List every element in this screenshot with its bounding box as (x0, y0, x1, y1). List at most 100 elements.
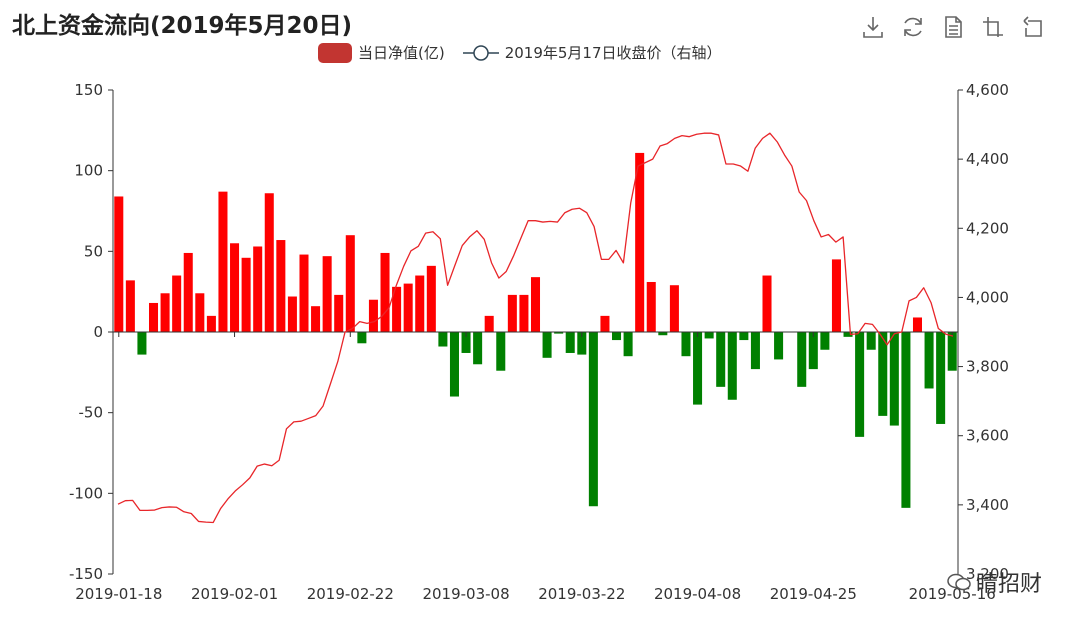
wechat-icon (947, 573, 971, 591)
legend-bar-swatch (318, 42, 352, 63)
bar (264, 193, 274, 332)
right-y-tick-label: 4,200 (966, 219, 1009, 237)
bar (936, 332, 946, 424)
bar (438, 332, 448, 347)
bar (392, 286, 402, 332)
bar (334, 294, 344, 332)
legend-line-swatch (462, 44, 499, 61)
bar (901, 332, 911, 508)
bar (530, 277, 541, 332)
x-tick-label: 2019-02-01 (191, 585, 278, 603)
bar (750, 332, 760, 370)
bar (669, 285, 679, 332)
bar (797, 332, 807, 387)
bar (843, 332, 853, 337)
right-y-tick-label: 3,400 (966, 496, 1009, 514)
x-tick-label: 2019-03-08 (422, 585, 509, 603)
right-y-tick-label: 4,600 (966, 81, 1009, 99)
bar (149, 302, 159, 332)
bar (855, 332, 865, 437)
bar (600, 315, 610, 332)
right-y-tick-label: 3,800 (966, 358, 1009, 376)
bar (461, 332, 471, 353)
restore-icon[interactable] (1020, 14, 1046, 40)
bar (924, 332, 934, 389)
x-tick-label: 2019-04-08 (654, 585, 741, 603)
bar (507, 294, 517, 332)
bar (403, 283, 413, 332)
bar (195, 293, 205, 332)
bar (311, 306, 321, 332)
x-tick-label: 2019-02-22 (307, 585, 394, 603)
bar (612, 332, 622, 341)
bar (774, 332, 784, 360)
bar (496, 332, 506, 371)
bar (253, 246, 263, 332)
right-y-tick-label: 4,400 (966, 150, 1009, 168)
bar (415, 275, 425, 332)
bar (426, 265, 436, 332)
bar (554, 332, 564, 334)
bar (345, 235, 355, 332)
x-tick-label: 2019-03-22 (538, 585, 625, 603)
bar (241, 257, 251, 332)
bar (380, 252, 390, 332)
chart-title: 北上资金流向(2019年5月20日) (12, 13, 353, 39)
bar (114, 196, 124, 332)
bar (820, 332, 830, 350)
bar (473, 332, 483, 365)
data-view-icon[interactable] (940, 14, 966, 40)
bar (125, 280, 135, 332)
bar (519, 294, 529, 332)
bar (577, 332, 587, 355)
bar (357, 332, 367, 344)
legend-bar-label: 当日净值(亿) (358, 44, 445, 62)
bar (704, 332, 714, 339)
bar (542, 332, 552, 358)
left-y-tick-label: -150 (69, 565, 103, 583)
download-icon[interactable] (860, 14, 886, 40)
x-tick-label: 2019-01-18 (75, 585, 162, 603)
legend-item-line[interactable]: 2019年5月17日收盘价（右轴） (462, 42, 722, 63)
left-y-tick-label: -50 (79, 404, 104, 422)
bar (588, 332, 598, 507)
bar (658, 332, 668, 336)
bar (739, 332, 749, 341)
bar (889, 332, 899, 426)
bar (218, 191, 228, 332)
bar (230, 243, 240, 332)
left-y-tick-label: 0 (93, 323, 103, 341)
price-line (117, 132, 954, 524)
bar (866, 332, 876, 350)
zoom-icon[interactable] (980, 14, 1006, 40)
bar (183, 252, 193, 332)
bar (299, 254, 309, 332)
toolbox (860, 14, 1046, 40)
left-y-tick-label: -100 (69, 484, 103, 502)
bar (831, 259, 841, 332)
left-y-tick-label: 150 (74, 81, 103, 99)
legend-item-bar[interactable]: 当日净值(亿) (318, 42, 445, 63)
bar (716, 332, 726, 387)
bar (137, 332, 147, 355)
x-tick-label: 2019-04-25 (770, 585, 857, 603)
bar (762, 275, 772, 332)
bar (808, 332, 818, 370)
bar (681, 332, 691, 357)
bar (727, 332, 737, 400)
bar (449, 332, 459, 397)
bar (565, 332, 575, 353)
x-tick-label: 2019-05-16 (909, 585, 996, 603)
bar (623, 332, 633, 357)
right-y-tick-label: 3,200 (966, 565, 1009, 583)
bar (693, 332, 703, 405)
watermark: 睛招财 (946, 566, 1042, 598)
watermark-text: 睛招财 (975, 572, 1042, 597)
bar (635, 152, 645, 332)
left-y-tick-label: 100 (74, 162, 103, 180)
bar (947, 332, 957, 371)
right-y-tick-label: 3,600 (966, 427, 1009, 445)
refresh-icon[interactable] (900, 14, 926, 40)
bar (912, 317, 922, 332)
